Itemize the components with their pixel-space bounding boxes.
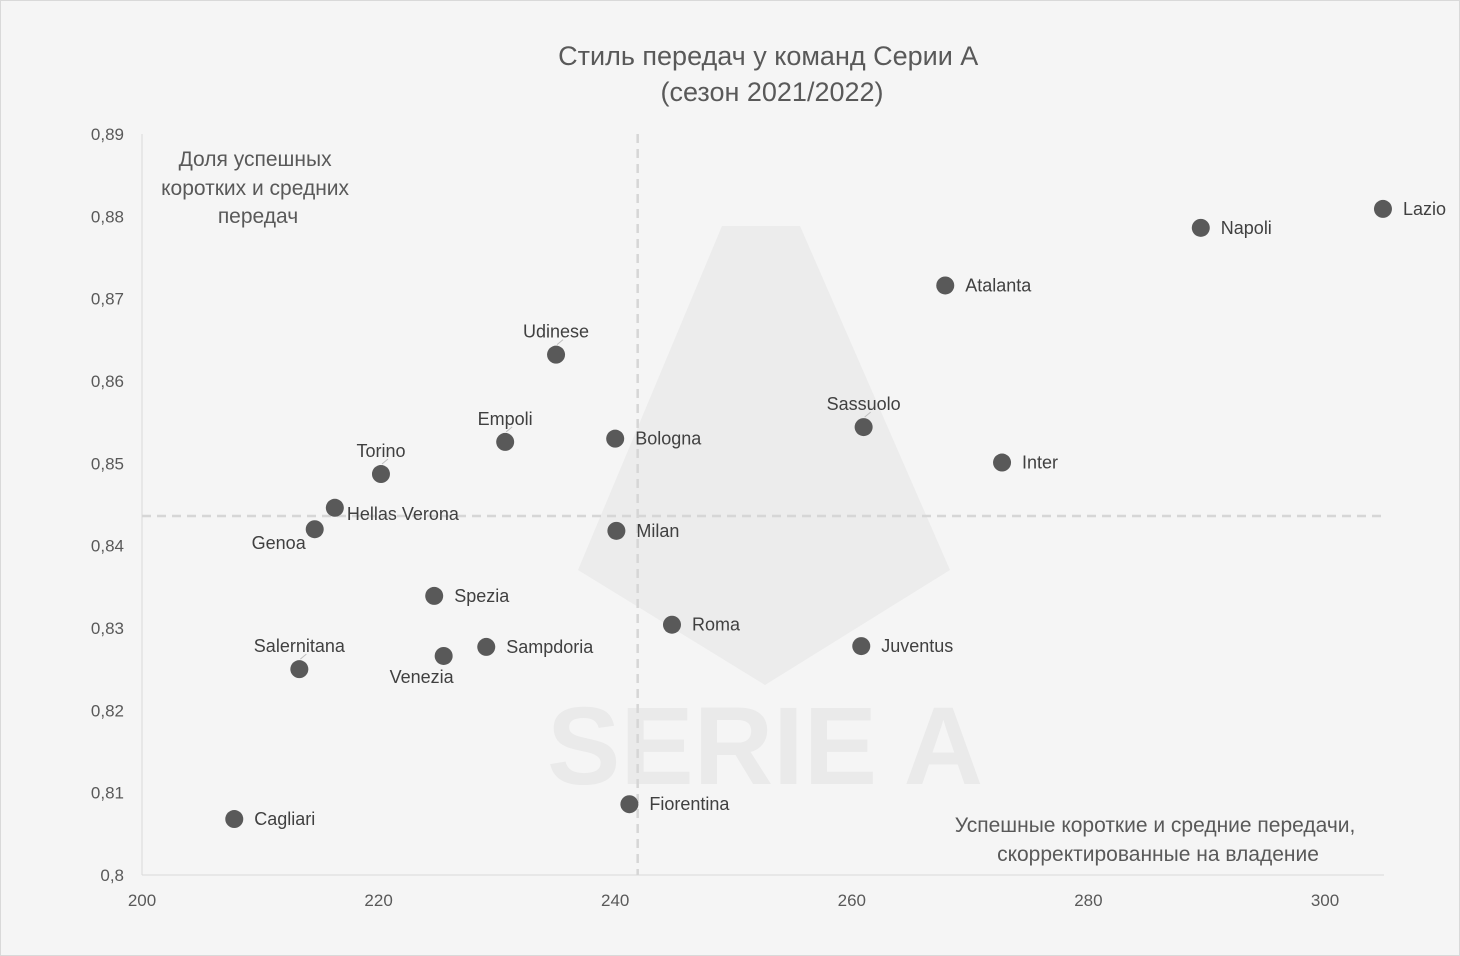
data-point-marker — [225, 810, 244, 829]
data-point-label: Fiorentina — [649, 794, 730, 814]
label-leader-line — [556, 339, 564, 346]
data-point-marker — [936, 276, 955, 295]
data-point-label: Cagliari — [254, 809, 315, 829]
data-point-marker — [305, 520, 324, 539]
point-sassuolo: Sassuolo — [827, 394, 901, 437]
data-point-marker — [852, 637, 871, 656]
y-tick-label: 0,89 — [91, 125, 124, 144]
y-tick-label: 0,83 — [91, 619, 124, 638]
watermark-text: SERIE A — [547, 685, 983, 808]
serie-a-watermark: SERIE A — [547, 226, 983, 808]
data-point-label: Spezia — [454, 586, 510, 606]
chart-title-line-2: (сезон 2021/2022) — [660, 77, 883, 107]
data-point-label: Lazio — [1403, 199, 1446, 219]
data-point-label: Salernitana — [254, 636, 346, 656]
chart-title: Стиль передач у команд Серии А (сезон 20… — [558, 41, 986, 107]
y-tick-label: 0,82 — [91, 701, 124, 720]
point-hellas-verona: Hellas Verona — [325, 498, 460, 524]
data-point-label: Hellas Verona — [347, 504, 460, 524]
data-point-label: Empoli — [478, 409, 533, 429]
data-points: Lazio Napoli Atalanta Udinese Sassuolo Bologn… — [225, 199, 1446, 829]
data-point-marker — [371, 465, 390, 484]
point-empoli: Empoli — [478, 409, 533, 451]
y-axis-title-line-2: коротких и средних — [161, 177, 349, 200]
data-point-marker — [425, 586, 444, 605]
y-tick-label: 0,81 — [91, 784, 124, 803]
x-tick-label: 200 — [128, 891, 156, 910]
data-point-marker — [854, 418, 873, 437]
y-tick-label: 0,85 — [91, 454, 124, 473]
point-milan: Milan — [607, 521, 679, 541]
data-point-marker — [662, 615, 681, 634]
point-juventus: Juventus — [852, 636, 953, 656]
data-point-label: Inter — [1022, 453, 1058, 473]
label-leader-line — [864, 411, 871, 418]
y-tick-label: 0,86 — [91, 372, 124, 391]
data-point-marker — [434, 646, 453, 665]
point-udinese: Udinese — [523, 322, 589, 364]
point-atalanta: Atalanta — [936, 275, 1032, 295]
watermark-logo-shape — [578, 226, 950, 685]
data-point-label: Venezia — [390, 667, 455, 687]
chart-title-line-1: Стиль передач у команд Серии А — [558, 41, 978, 71]
y-tick-label: 0,87 — [91, 290, 124, 309]
y-axis-ticks: 0,8 0,81 0,82 0,83 0,84 0,85 0,86 0,87 0,88 0,89 — [91, 125, 124, 885]
label-leader-line — [505, 426, 513, 433]
point-fiorentina: Fiorentina — [620, 794, 730, 814]
point-cagliari: Cagliari — [225, 809, 315, 829]
label-leader-line — [381, 458, 389, 465]
x-axis-title: Успешные короткие и средние передачи, ск… — [955, 814, 1361, 866]
point-bologna: Bologna — [606, 429, 702, 449]
x-axis-title-line-2: скорректированные на владение — [997, 843, 1319, 866]
data-point-label: Bologna — [635, 429, 702, 449]
data-point-label: Sampdoria — [506, 637, 594, 657]
data-point-marker — [1191, 218, 1210, 237]
point-napoli: Napoli — [1191, 218, 1272, 238]
data-point-marker — [496, 432, 515, 451]
point-salernitana: Salernitana — [254, 636, 346, 679]
x-tick-label: 220 — [364, 891, 392, 910]
data-point-label: Roma — [692, 615, 741, 635]
y-tick-label: 0,84 — [91, 537, 124, 556]
x-tick-label: 300 — [1311, 891, 1339, 910]
point-spezia: Spezia — [425, 586, 510, 606]
point-genoa: Genoa — [252, 520, 324, 553]
data-point-label: Juventus — [881, 636, 953, 656]
y-axis-title-line-1: Доля успешных — [179, 148, 332, 171]
data-point-label: Napoli — [1221, 218, 1272, 238]
data-point-marker — [607, 521, 626, 540]
point-venezia: Venezia — [390, 646, 455, 687]
data-point-marker — [1373, 199, 1392, 218]
y-axis-title-line-3: передач — [218, 205, 298, 228]
point-inter: Inter — [993, 453, 1058, 473]
y-tick-label: 0,8 — [100, 866, 124, 885]
data-point-marker — [606, 429, 625, 448]
x-tick-label: 280 — [1074, 891, 1102, 910]
point-torino: Torino — [356, 441, 405, 484]
y-tick-label: 0,88 — [91, 207, 124, 226]
data-point-label: Sassuolo — [827, 394, 901, 414]
x-tick-label: 260 — [838, 891, 866, 910]
data-point-label: Torino — [356, 441, 405, 461]
data-point-marker — [993, 453, 1012, 472]
data-point-label: Genoa — [252, 533, 307, 553]
data-point-marker — [290, 660, 309, 679]
point-sampdoria: Sampdoria — [477, 637, 594, 657]
x-tick-label: 240 — [601, 891, 629, 910]
point-roma: Roma — [662, 615, 741, 635]
data-point-marker — [620, 795, 639, 814]
data-point-marker — [547, 345, 566, 364]
data-point-label: Udinese — [523, 322, 589, 342]
x-axis-ticks: 200 220 240 260 280 300 — [128, 891, 1339, 910]
data-point-label: Milan — [636, 521, 679, 541]
label-leader-line — [300, 653, 307, 660]
data-point-label: Atalanta — [965, 275, 1032, 295]
data-point-marker — [325, 498, 344, 517]
y-axis-title: Доля успешных коротких и средних передач — [161, 148, 355, 228]
point-lazio: Lazio — [1373, 199, 1446, 219]
x-axis-title-line-1: Успешные короткие и средние передачи, — [955, 814, 1356, 837]
data-point-marker — [477, 637, 496, 656]
